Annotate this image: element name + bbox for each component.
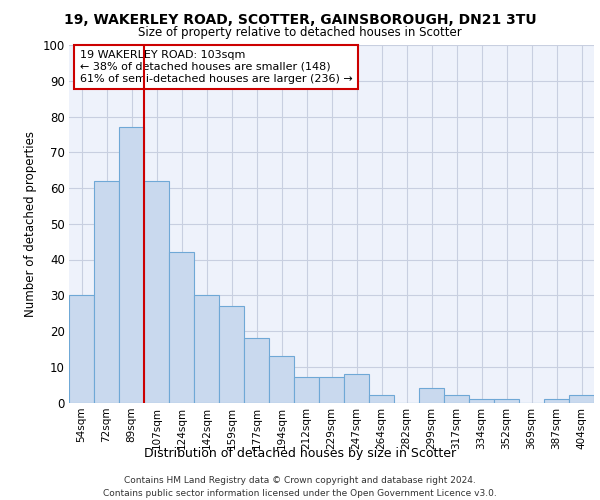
- Bar: [194, 295, 219, 403]
- Text: Size of property relative to detached houses in Scotter: Size of property relative to detached ho…: [138, 26, 462, 39]
- Bar: [369, 396, 394, 402]
- Text: Distribution of detached houses by size in Scotter: Distribution of detached houses by size …: [144, 448, 456, 460]
- Bar: [169, 252, 194, 402]
- Bar: [444, 396, 469, 402]
- Text: Contains HM Land Registry data © Crown copyright and database right 2024.: Contains HM Land Registry data © Crown c…: [124, 476, 476, 485]
- Bar: [469, 399, 494, 402]
- Bar: [119, 127, 144, 402]
- Text: 19 WAKERLEY ROAD: 103sqm
← 38% of detached houses are smaller (148)
61% of semi-: 19 WAKERLEY ROAD: 103sqm ← 38% of detach…: [79, 50, 352, 84]
- Bar: [569, 396, 594, 402]
- Bar: [219, 306, 244, 402]
- Bar: [69, 295, 94, 403]
- Bar: [344, 374, 369, 402]
- Bar: [419, 388, 444, 402]
- Bar: [294, 378, 319, 402]
- Text: Contains public sector information licensed under the Open Government Licence v3: Contains public sector information licen…: [103, 489, 497, 498]
- Bar: [319, 378, 344, 402]
- Bar: [544, 399, 569, 402]
- Y-axis label: Number of detached properties: Number of detached properties: [24, 130, 37, 317]
- Bar: [269, 356, 294, 403]
- Bar: [494, 399, 519, 402]
- Bar: [144, 181, 169, 402]
- Text: 19, WAKERLEY ROAD, SCOTTER, GAINSBOROUGH, DN21 3TU: 19, WAKERLEY ROAD, SCOTTER, GAINSBOROUGH…: [64, 12, 536, 26]
- Bar: [244, 338, 269, 402]
- Bar: [94, 181, 119, 402]
